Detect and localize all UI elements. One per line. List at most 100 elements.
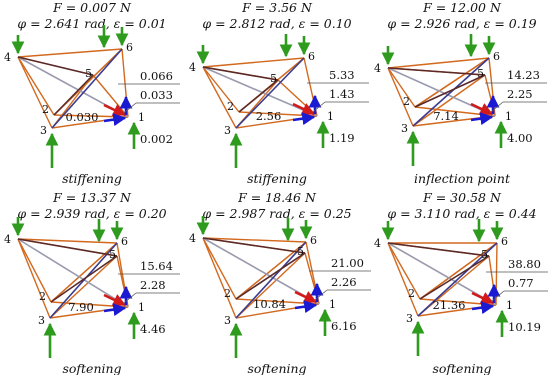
cable	[203, 67, 236, 128]
value-b: 0.033	[140, 88, 173, 102]
value-a: 5.33	[329, 68, 355, 82]
strut	[420, 256, 489, 299]
value-c: 7.90	[68, 300, 94, 314]
value-c: 21.36	[433, 298, 466, 312]
node-label: 4	[189, 61, 196, 74]
value-c: 10.84	[253, 297, 286, 311]
node-label: 5	[270, 72, 277, 85]
params-label: φ = 2.926 rad, ε = 0.19	[387, 16, 536, 31]
value-d: 10.19	[508, 320, 541, 334]
cable	[203, 58, 304, 67]
value-d: 1.19	[329, 131, 355, 145]
cable	[18, 49, 122, 57]
cable	[388, 243, 418, 316]
node-label: 5	[85, 67, 92, 80]
strut	[415, 75, 485, 107]
value-a: 15.64	[140, 259, 173, 273]
node-label: 2	[408, 287, 415, 300]
value-c: 2.56	[256, 109, 282, 123]
node-label: 2	[42, 103, 49, 116]
node-label: 1	[505, 110, 512, 123]
node-label: 5	[297, 245, 304, 258]
force-label: F = 0.007 N	[52, 0, 132, 15]
reaction-arrow	[104, 308, 125, 311]
force-label: F = 12.00 N	[422, 0, 502, 15]
node-label: 6	[121, 235, 128, 248]
reaction-arrow	[471, 104, 492, 114]
cable	[388, 58, 489, 68]
panel-2: F = 3.56 Nφ = 2.812 rad, ε = 0.105.331.4…	[189, 0, 369, 186]
cable	[496, 243, 497, 305]
reaction-arrow	[293, 104, 314, 114]
reaction-arrow	[295, 305, 316, 308]
reaction-arrow	[293, 117, 314, 120]
node-label: 5	[477, 67, 484, 80]
node-label: 6	[308, 50, 315, 63]
node-label: 5	[481, 248, 488, 261]
node-label: 1	[138, 301, 145, 314]
value-c: 0.030	[66, 110, 99, 124]
strut	[203, 67, 278, 80]
reaction-arrow	[472, 293, 493, 303]
value-b: 2.25	[507, 87, 533, 101]
cable	[415, 58, 489, 107]
cable	[18, 239, 50, 318]
value-b: 2.28	[140, 278, 166, 292]
node-label: 6	[126, 41, 133, 54]
value-a: 0.066	[140, 69, 173, 83]
node-label: 4	[189, 232, 196, 245]
value-a: 14.23	[507, 68, 540, 82]
node-label: 2	[224, 287, 231, 300]
strut	[388, 243, 489, 256]
panel-1: F = 0.007 Nφ = 2.641 rad, ε = 0.01 0.066 0…	[4, 0, 180, 186]
panel-caption: stiffening	[62, 171, 122, 186]
cable	[203, 238, 236, 318]
panel-caption: softening	[62, 361, 121, 375]
node-label: 1	[506, 299, 513, 312]
node-label: 3	[401, 122, 408, 135]
params-label: φ = 2.939 rad, ε = 0.20	[17, 206, 166, 221]
node-label: 4	[4, 51, 11, 64]
node-label: 3	[406, 312, 413, 325]
force-label: F = 3.56 N	[241, 0, 313, 15]
node-label: 6	[310, 234, 317, 247]
params-label: φ = 3.110 rad, ε = 0.44	[387, 206, 536, 221]
value-c: 7.14	[433, 109, 459, 123]
value-d: 6.16	[331, 319, 357, 333]
node-label: 4	[374, 237, 381, 250]
node-label: 3	[40, 124, 47, 137]
panel-4: F = 13.37 Nφ = 2.939 rad, ε = 0.20 15.64 2…	[4, 190, 180, 375]
cable	[18, 57, 52, 128]
panel-caption: softening	[247, 361, 306, 375]
value-b: 1.43	[329, 87, 355, 101]
force-label: F = 18.46 N	[237, 190, 317, 205]
node-label: 2	[403, 95, 410, 108]
strut	[236, 253, 305, 299]
panel-6: F = 30.58 Nφ = 3.110 rad, ε = 0.44 38.80 0…	[374, 190, 548, 375]
panel-caption: stiffening	[247, 171, 307, 186]
cable	[278, 80, 317, 116]
value-d: 4.46	[140, 322, 166, 336]
node-label: 6	[493, 50, 500, 63]
node-label: 3	[38, 314, 45, 327]
node-label: 1	[138, 111, 145, 124]
value-a: 38.80	[508, 257, 541, 271]
strut	[18, 57, 93, 75]
reaction-arrow	[295, 292, 316, 302]
reaction-arrow	[472, 306, 493, 309]
value-a: 21.00	[331, 256, 364, 270]
node-label: 3	[224, 314, 231, 327]
panel-caption: softening	[432, 361, 491, 375]
value-b: 2.26	[331, 275, 357, 289]
value-b: 0.77	[508, 276, 534, 290]
panel-5: F = 18.46 Nφ = 2.987 rad, ε = 0.2521.002…	[189, 190, 371, 375]
node-label: 4	[374, 62, 381, 75]
node-label: 4	[4, 233, 11, 246]
node-label: 6	[501, 235, 508, 248]
reaction-arrow	[471, 117, 492, 120]
reaction-arrow	[104, 118, 125, 121]
value-d: 0.002	[140, 132, 173, 146]
panel-3: F = 12.00 Nφ = 2.926 rad, ε = 0.19 14.23 2…	[374, 0, 547, 186]
params-label: φ = 2.641 rad, ε = 0.01	[17, 16, 166, 31]
